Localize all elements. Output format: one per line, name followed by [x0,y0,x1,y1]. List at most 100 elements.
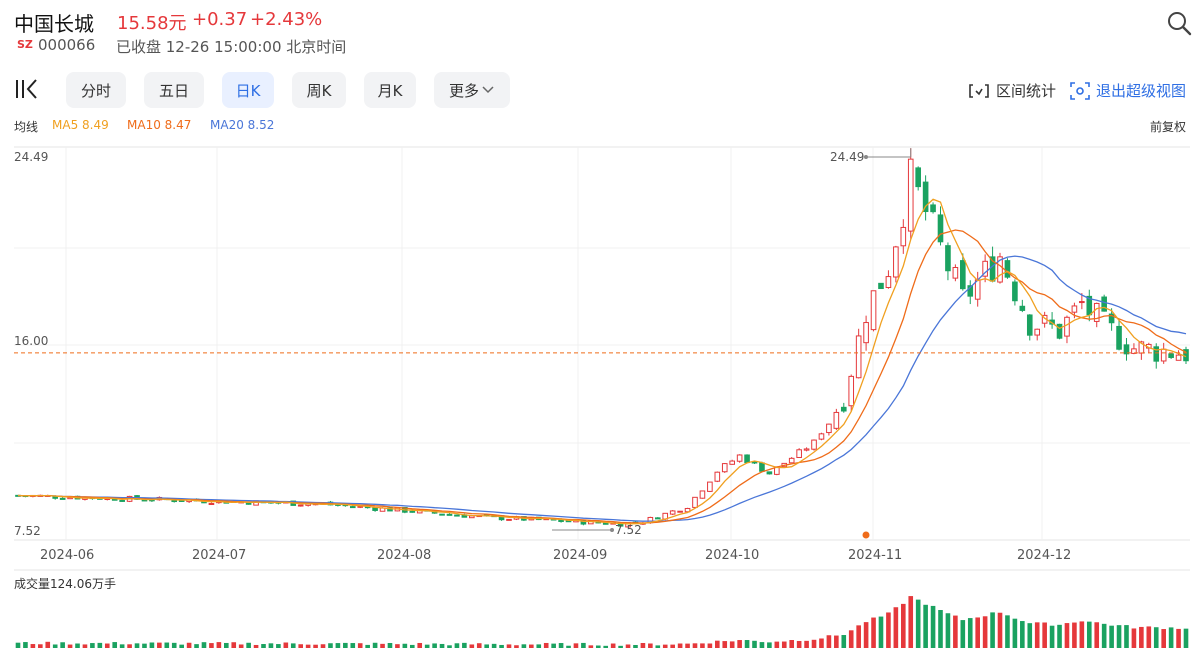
candle-body [297,504,304,507]
candle-body [736,454,743,462]
volume-bar [409,644,415,648]
volume-bar [186,642,192,648]
volume-bar [1042,622,1047,648]
y-label-mid: 16.00 [14,334,49,348]
volume-bar [142,643,147,648]
volume-bar [692,643,698,648]
candle-body [684,507,691,513]
volume-bar [82,644,88,648]
volume-bar [223,642,229,648]
candle-body [788,457,795,464]
volume-bar [1146,626,1152,648]
candle-body [677,510,683,513]
y-label-min: 7.52 [14,524,41,538]
kline-icon[interactable] [14,78,40,100]
volume-bar [1005,615,1010,648]
volume-bar [543,642,549,648]
candle-body [1093,302,1100,322]
candle-body [1056,323,1063,339]
volume-bar [625,644,631,648]
volume-bar [104,643,110,648]
volume-bar [343,642,348,648]
volume-bar [923,604,928,648]
volume-bar [878,616,884,648]
volume-bar [930,605,936,648]
volume-bar [1176,628,1181,648]
volume-bar [454,643,460,648]
candle-body [1175,354,1182,361]
volume-bar [1168,627,1174,648]
volume-bar [246,642,251,648]
volume-bar [558,643,564,648]
chevron-down-icon [482,86,494,94]
volume-bar [967,618,973,648]
volume-bar [313,644,318,648]
volume-bar [484,644,489,648]
volume-bar [1072,622,1077,648]
ma10-line [17,229,1187,524]
candle-body [409,510,416,513]
candle-body [922,181,929,213]
volume-bar [536,644,542,648]
tab-five-day[interactable]: 五日 [144,72,204,108]
volume-bar [171,642,177,648]
tab-intraday[interactable]: 分时 [66,72,126,108]
candle-body [1101,296,1107,312]
volume-bar [514,645,519,648]
volume-bar [945,613,951,648]
volume-bar [365,644,370,648]
volume-bar [774,641,780,648]
volume-bar [417,642,423,648]
search-icon[interactable] [1166,10,1192,36]
candle-body [848,375,855,407]
volume-bar [298,644,304,648]
volume-bar [238,644,244,648]
low-marker [610,528,614,532]
volume-bar [402,643,408,648]
stock-name: 中国长城 [14,12,94,36]
volume-bar [15,642,21,648]
candle-body [692,496,698,508]
candle-body [1168,353,1174,358]
tab-weekly-k[interactable]: 周K [292,72,346,108]
volume-bar [1161,629,1166,648]
volume-bar [372,642,378,648]
tab-daily-k[interactable]: 日K [222,72,274,108]
candle-body [960,260,966,290]
volume-bar [357,643,363,648]
volume-bar [75,643,80,648]
volume-bar [52,644,58,648]
volume-bar [253,644,259,648]
volume-bar [395,644,400,648]
y-label-max: 24.49 [14,150,49,164]
volume-bar [551,643,556,648]
candle-body [1026,314,1033,336]
adjust-mode-label[interactable]: 前复权 [1150,120,1187,134]
volume-bar [1027,623,1033,648]
candle-body [454,514,460,517]
candle-body [1034,328,1041,336]
range-stat-button[interactable]: 区间统计 [968,80,1056,101]
candle-body [1012,281,1018,302]
candle-body [654,517,661,520]
tab-monthly-k[interactable]: 月K [364,72,416,108]
candle-body [714,471,721,482]
volume-bar [960,620,966,648]
volume-bar [700,643,705,648]
volume-bar [915,599,921,648]
tab-more[interactable]: 更多 [434,72,510,108]
bracket-icon [969,83,989,98]
volume-title: 成交量124.06万手 [14,577,116,591]
volume-bar [781,641,787,648]
volume-bar [1116,625,1122,648]
candle-body [840,406,847,412]
exit-super-view-button[interactable]: 退出超级视图 [1070,80,1186,101]
ma5-line [17,198,1187,525]
ma10-label: MA10 8.47 [127,118,192,132]
candle-body [439,513,445,516]
volume-bar [320,644,326,648]
volume-bar [1124,625,1129,648]
volume-bar [350,643,356,648]
volume-bar [759,642,765,648]
